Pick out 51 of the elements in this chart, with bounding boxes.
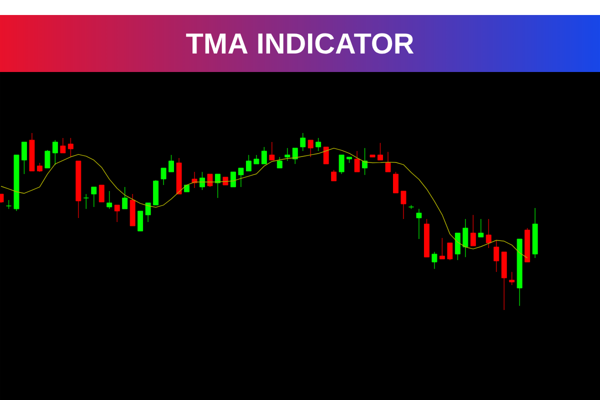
- candlestick: [432, 252, 438, 270]
- candlestick: [509, 272, 515, 286]
- candlestick: [300, 132, 306, 152]
- candlestick: [362, 148, 368, 176]
- candlestick: [447, 242, 453, 260]
- candlestick: [478, 218, 484, 238]
- candlestick: [276, 156, 282, 168]
- candlestick: [292, 148, 298, 164]
- candlestick: [246, 154, 252, 172]
- candlestick: [106, 190, 112, 210]
- candlestick: [284, 148, 290, 162]
- candlestick: [261, 146, 267, 164]
- candlestick: [331, 170, 337, 182]
- candlestick: [44, 150, 50, 168]
- candlestick: [36, 162, 42, 172]
- candlestick: [462, 218, 468, 258]
- candlestick: [52, 140, 58, 166]
- candlestick: [122, 186, 128, 210]
- candlestick: [308, 140, 314, 158]
- candlestick: [378, 142, 383, 160]
- chart-title: TMA INDICATOR: [186, 33, 414, 54]
- candlestick: [316, 138, 322, 152]
- candlestick: [60, 138, 66, 154]
- candlestick: [338, 154, 344, 174]
- candlestick: [21, 142, 27, 174]
- candlestick: [385, 152, 391, 172]
- candlestick: [68, 138, 74, 158]
- candlestick: [354, 150, 360, 172]
- candlestick: [254, 154, 260, 164]
- candlestick: [215, 174, 220, 198]
- candlestick: [393, 172, 398, 194]
- candlestick: [98, 184, 104, 202]
- candlestick: [138, 210, 144, 232]
- candlestick: [439, 238, 445, 260]
- candlestick: [207, 174, 213, 188]
- candlestick: [486, 218, 492, 248]
- candlestick: [238, 168, 244, 188]
- candlestick: [230, 172, 236, 188]
- candlestick: [400, 190, 406, 220]
- candlestick: [416, 208, 422, 240]
- candlestick: [470, 214, 476, 246]
- candlestick: [91, 186, 97, 208]
- candlestick: [145, 202, 151, 222]
- candlestick: [168, 154, 174, 172]
- candlestick: [114, 204, 120, 222]
- candlestick: [269, 142, 275, 160]
- candlestick: [494, 240, 500, 272]
- candlestick: [454, 232, 460, 260]
- candlestick: [160, 168, 166, 186]
- candlestick: [83, 194, 89, 210]
- candlestick: [323, 146, 329, 164]
